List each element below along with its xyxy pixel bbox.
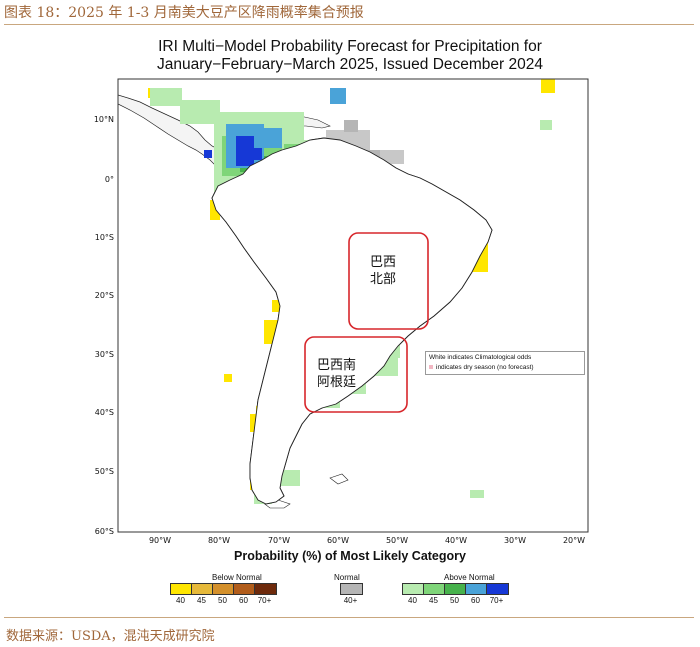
map-content bbox=[118, 79, 555, 509]
dry-season-swatch bbox=[429, 365, 433, 370]
legend-swatch bbox=[403, 584, 424, 594]
legend-swatch bbox=[445, 584, 466, 594]
legend-swatch bbox=[341, 584, 362, 594]
legend-tick-label: 40 bbox=[408, 596, 417, 605]
legend-label-above-normal: Above Normal bbox=[444, 573, 495, 582]
note-line-dry-season: indicates dry season (no forecast) bbox=[429, 363, 581, 373]
falkland-islands bbox=[329, 473, 349, 485]
map-title-line2: January−February−March 2025, Issued Dece… bbox=[157, 56, 543, 73]
legend-swatch bbox=[466, 584, 487, 594]
legend-swatches-above-normal bbox=[402, 583, 509, 595]
legend-ticks-below-normal: 40 45 50 60 70+ bbox=[170, 596, 275, 605]
region-label-line: 巴西 bbox=[370, 255, 397, 270]
legend-label-normal: Normal bbox=[334, 573, 360, 582]
lat-label: 40°S bbox=[95, 408, 114, 417]
lat-label: 10°S bbox=[95, 233, 114, 242]
lon-label: 40°W bbox=[445, 536, 467, 545]
longitude-labels: 90°W 80°W 70°W 60°W 50°W 40°W 30°W 20°W bbox=[149, 536, 585, 545]
legend-ticks-normal: 40+ bbox=[340, 596, 361, 605]
map-note: White indicates Climatological odds indi… bbox=[425, 351, 585, 375]
legend-label-below-normal: Below Normal bbox=[212, 573, 262, 582]
lon-label: 90°W bbox=[149, 536, 171, 545]
legend-tick-label: 40 bbox=[176, 596, 185, 605]
legend-swatch bbox=[424, 584, 445, 594]
legend-swatch bbox=[255, 584, 276, 594]
legend-ticks-above-normal: 40 45 50 60 70+ bbox=[402, 596, 507, 605]
legend-swatches-below-normal bbox=[170, 583, 277, 595]
region-label-south-brazil-argentina: 巴西南 阿根廷 bbox=[317, 357, 356, 391]
legend-swatch bbox=[487, 584, 508, 594]
latitude-labels: 10°N 0° 10°S 20°S 30°S 40°S 50°S 60°S bbox=[94, 115, 114, 536]
legend-tick-label: 45 bbox=[197, 596, 206, 605]
lon-label: 70°W bbox=[268, 536, 290, 545]
lat-label: 0° bbox=[105, 175, 114, 184]
lat-label: 10°N bbox=[94, 115, 114, 124]
lon-label: 30°W bbox=[504, 536, 526, 545]
lat-label: 20°S bbox=[95, 291, 114, 300]
legend-tick-label: 50 bbox=[218, 596, 227, 605]
map-title-line1: IRI Multi−Model Probability Forecast for… bbox=[158, 38, 542, 55]
source-divider bbox=[4, 617, 694, 618]
source-note: 数据来源：USDA，混沌天成研究院 bbox=[6, 629, 215, 644]
legend-tick-label: 45 bbox=[429, 596, 438, 605]
caption-divider bbox=[4, 24, 694, 25]
legend-swatch bbox=[234, 584, 255, 594]
lat-label: 30°S bbox=[95, 350, 114, 359]
lon-label: 50°W bbox=[386, 536, 408, 545]
legend-swatch bbox=[171, 584, 192, 594]
legend-swatch bbox=[192, 584, 213, 594]
legend-tick-label: 40+ bbox=[343, 596, 358, 605]
legend-tick-label: 60 bbox=[239, 596, 248, 605]
lon-label: 60°W bbox=[327, 536, 349, 545]
region-label-line: 北部 bbox=[370, 272, 397, 287]
region-label-north-brazil: 巴西 北部 bbox=[370, 254, 396, 288]
map-title: IRI Multi−Model Probability Forecast for… bbox=[0, 38, 700, 74]
lon-label: 20°W bbox=[563, 536, 585, 545]
figure-caption: 图表 18：2025 年 1-3 月南美大豆产区降雨概率集合预报 bbox=[4, 5, 364, 21]
legend-swatch bbox=[213, 584, 234, 594]
legend-tick-label: 70+ bbox=[257, 596, 272, 605]
lon-label: 80°W bbox=[208, 536, 230, 545]
note-text-dry-season: indicates dry season (no forecast) bbox=[436, 364, 534, 371]
region-box-south-brazil-argentina bbox=[304, 336, 408, 413]
lat-label: 60°S bbox=[95, 527, 114, 536]
note-line-climatological: White indicates Climatological odds bbox=[429, 354, 532, 361]
region-label-line: 阿根廷 bbox=[317, 375, 357, 390]
legend-title: Probability (%) of Most Likely Category bbox=[234, 549, 466, 563]
region-box-north-brazil bbox=[348, 232, 429, 330]
lat-label: 50°S bbox=[95, 467, 114, 476]
legend-tick-label: 70+ bbox=[489, 596, 504, 605]
legend-tick-label: 50 bbox=[450, 596, 459, 605]
legend-tick-label: 60 bbox=[471, 596, 480, 605]
legend-swatches-normal bbox=[340, 583, 363, 595]
region-label-line: 巴西南 bbox=[317, 358, 357, 373]
map-border bbox=[117, 78, 589, 533]
